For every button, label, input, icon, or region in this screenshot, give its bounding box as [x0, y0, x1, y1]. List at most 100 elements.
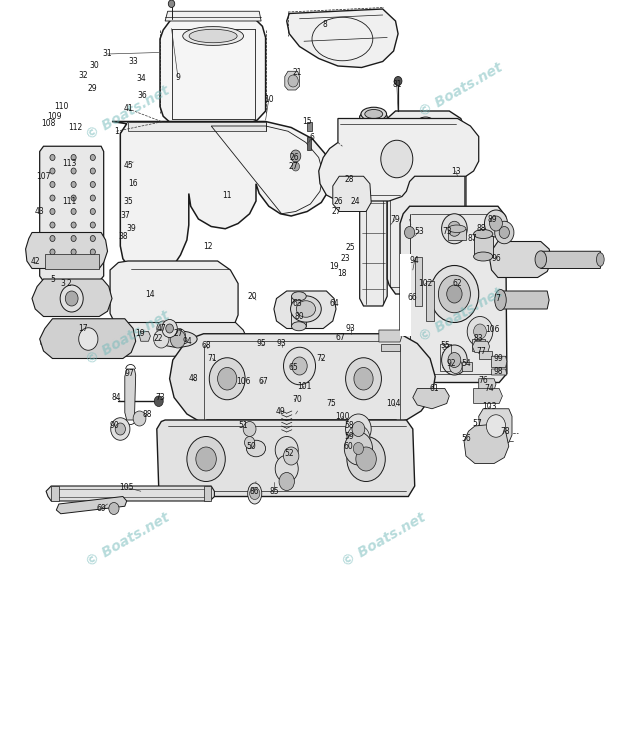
Text: 27: 27: [173, 329, 183, 338]
Circle shape: [90, 262, 95, 268]
Polygon shape: [379, 330, 402, 342]
Polygon shape: [285, 71, 300, 90]
Text: 19: 19: [134, 329, 145, 338]
Circle shape: [275, 436, 298, 463]
Text: 99: 99: [493, 354, 503, 363]
Text: 69: 69: [96, 504, 106, 513]
Text: 26: 26: [333, 196, 343, 206]
Text: 62: 62: [452, 279, 463, 288]
Polygon shape: [165, 11, 261, 21]
Text: 109: 109: [47, 112, 61, 121]
Circle shape: [347, 436, 385, 482]
Circle shape: [50, 154, 55, 160]
Circle shape: [154, 396, 163, 406]
Text: 52: 52: [284, 449, 294, 458]
Circle shape: [344, 432, 372, 465]
Text: © Boats.net: © Boats.net: [84, 511, 172, 569]
Text: 29: 29: [88, 84, 98, 93]
Text: 50: 50: [246, 442, 256, 451]
Circle shape: [284, 447, 299, 465]
Polygon shape: [381, 344, 400, 351]
Text: 88: 88: [143, 410, 152, 419]
Polygon shape: [490, 242, 552, 278]
Text: 10: 10: [264, 94, 274, 104]
Ellipse shape: [296, 301, 316, 317]
Polygon shape: [110, 261, 238, 334]
Text: 112: 112: [68, 123, 83, 132]
Text: 11: 11: [223, 190, 232, 200]
Text: 65: 65: [288, 363, 298, 372]
Text: 45: 45: [123, 160, 133, 170]
Text: 107: 107: [36, 172, 51, 181]
Text: 24: 24: [350, 196, 360, 206]
Circle shape: [109, 503, 119, 515]
Text: 110: 110: [54, 102, 68, 111]
Circle shape: [71, 168, 76, 174]
Circle shape: [292, 162, 300, 171]
Text: 9: 9: [175, 73, 180, 82]
Circle shape: [495, 221, 514, 244]
Text: © Boats.net: © Boats.net: [84, 83, 172, 142]
Circle shape: [157, 321, 170, 336]
Circle shape: [65, 291, 78, 306]
Circle shape: [244, 436, 255, 448]
Text: 106: 106: [486, 326, 500, 334]
Text: 77: 77: [476, 346, 486, 355]
Circle shape: [90, 182, 95, 188]
Text: 57: 57: [472, 419, 482, 428]
Polygon shape: [448, 229, 466, 240]
Circle shape: [284, 347, 316, 385]
Circle shape: [448, 352, 461, 368]
Text: 54: 54: [461, 359, 471, 368]
Text: 38: 38: [118, 232, 128, 241]
Polygon shape: [333, 176, 371, 212]
Circle shape: [279, 472, 294, 490]
Circle shape: [71, 222, 76, 228]
Polygon shape: [500, 291, 549, 309]
Text: 49: 49: [275, 406, 285, 416]
Circle shape: [209, 358, 245, 400]
Circle shape: [394, 76, 402, 86]
Polygon shape: [472, 339, 485, 351]
Polygon shape: [128, 122, 266, 131]
Text: 15: 15: [302, 117, 312, 126]
Polygon shape: [40, 319, 136, 358]
Circle shape: [448, 221, 461, 236]
Circle shape: [154, 330, 169, 348]
Text: 27: 27: [331, 207, 341, 216]
Circle shape: [133, 411, 146, 426]
Polygon shape: [274, 291, 336, 328]
Circle shape: [292, 357, 307, 375]
Text: 104: 104: [387, 399, 401, 408]
Text: 2: 2: [66, 279, 71, 288]
Text: 32: 32: [78, 71, 88, 80]
Ellipse shape: [248, 483, 262, 504]
Text: 73: 73: [442, 226, 452, 236]
Text: 75: 75: [326, 399, 337, 408]
Circle shape: [90, 236, 95, 242]
Text: 3: 3: [60, 279, 65, 288]
Text: 17: 17: [78, 324, 88, 333]
Circle shape: [71, 249, 76, 255]
Circle shape: [50, 195, 55, 201]
Circle shape: [346, 414, 371, 444]
Circle shape: [71, 262, 76, 268]
Text: 47: 47: [156, 324, 166, 333]
Circle shape: [90, 154, 95, 160]
Text: 111: 111: [62, 196, 76, 206]
Polygon shape: [474, 234, 493, 256]
Circle shape: [404, 226, 415, 238]
Circle shape: [71, 195, 76, 201]
Text: 25: 25: [346, 243, 356, 252]
Polygon shape: [479, 379, 496, 390]
Polygon shape: [479, 409, 512, 442]
Circle shape: [418, 124, 433, 142]
Circle shape: [79, 328, 98, 350]
Text: 105: 105: [120, 483, 134, 492]
Circle shape: [474, 324, 486, 339]
Circle shape: [352, 422, 365, 436]
Text: 58: 58: [344, 422, 354, 430]
Polygon shape: [492, 356, 507, 368]
Ellipse shape: [183, 27, 244, 45]
Text: 39: 39: [126, 224, 136, 233]
